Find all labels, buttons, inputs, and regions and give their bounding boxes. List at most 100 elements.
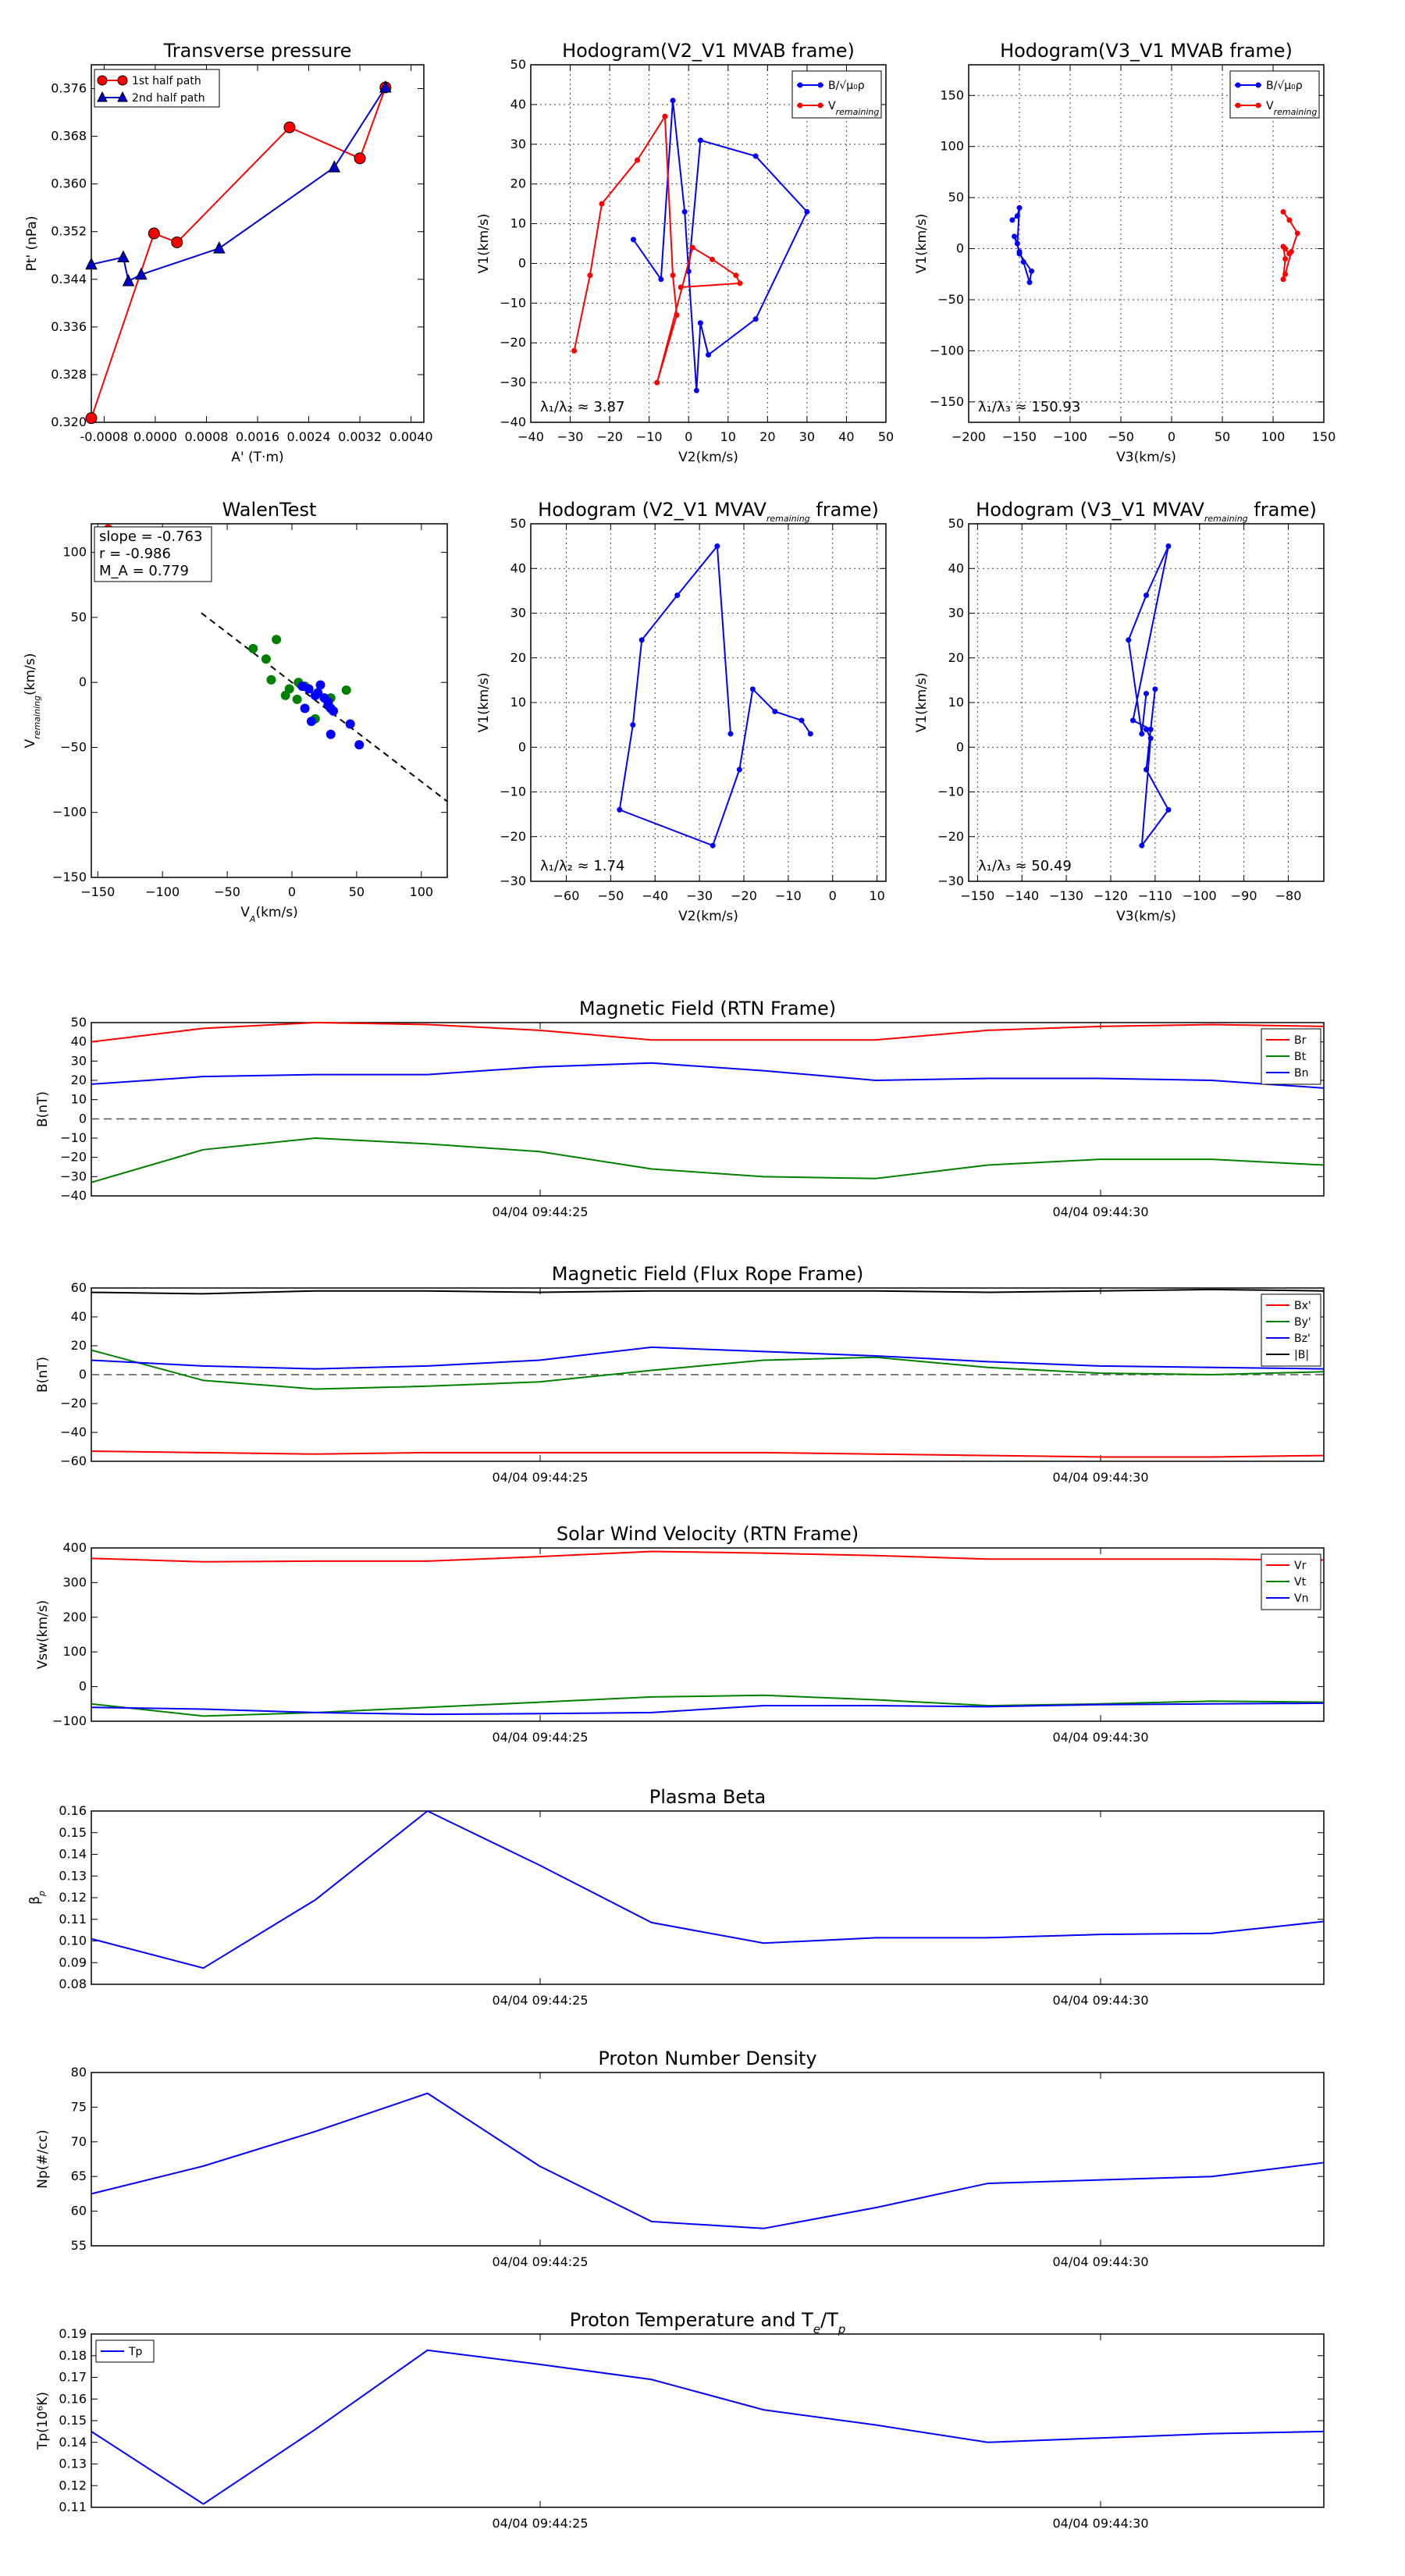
h2-v-point	[1294, 230, 1300, 237]
tp-point-1st	[85, 412, 98, 425]
h3-xtick-label: −20	[731, 888, 757, 903]
sw-legend-label: Vr	[1294, 1560, 1307, 1572]
wt-stat-r: r = -0.986	[99, 546, 171, 562]
h3-title: Hodogram (V2_V1 MVAVremaining frame)	[538, 499, 879, 524]
h3-xlabel: V2(km/s)	[678, 909, 738, 924]
sw-xtick-label: 04/04 09:44:25	[492, 1730, 588, 1745]
h1-ytick-label: −10	[500, 295, 526, 310]
h2-ytick-label: −100	[930, 343, 964, 358]
tp-legend-marker-2nd	[97, 91, 108, 102]
wt-point-blue	[345, 719, 355, 729]
sw-series-vt-line	[91, 1694, 1325, 1717]
pd-ytick-label: 60	[71, 2204, 87, 2218]
pb-ytick-label: 0.16	[59, 1803, 87, 1818]
wt-ylabel-sub: remaining	[32, 696, 42, 739]
wt-ytick-label: −100	[52, 805, 87, 820]
sw-series-vr-line	[91, 1550, 1325, 1563]
h3-ytick-label: 40	[510, 560, 526, 575]
h2-b-point	[1020, 259, 1026, 265]
h3-b-point	[617, 806, 623, 813]
pt-legend-label: Tp	[128, 2346, 143, 2358]
h2-xtick-label: −50	[1108, 429, 1134, 444]
mff-xtick-label: 04/04 09:44:30	[1052, 1470, 1148, 1485]
h3-xtick-label: −30	[686, 888, 713, 903]
h1-b-point	[752, 153, 759, 159]
mf-legend-label: Br	[1294, 1034, 1307, 1047]
h1-b-point	[670, 98, 676, 104]
mff-legend-label: Bx'	[1294, 1300, 1311, 1312]
pd-ylabel: Np(#/cc)	[35, 2129, 51, 2188]
h4-ytick-label: 50	[948, 516, 964, 531]
pd-ytick-label: 55	[71, 2238, 87, 2253]
pt-ytick-label: 0.13	[59, 2457, 87, 2471]
pd-title: Proton Number Density	[598, 2048, 816, 2069]
sw-ytick-label: 100	[62, 1644, 87, 1659]
h2-xtick-label: 0	[1168, 429, 1176, 444]
h2-panel: −200 −150 −100 −50 0 50 100 150 −150 −100 −50 0 50 10…	[914, 40, 1336, 465]
h1-ratio-label: λ₁/λ₂ ≈ 3.87	[540, 399, 624, 415]
pd-ytick-label: 65	[71, 2169, 87, 2183]
mf-ytick-label: −30	[60, 1169, 87, 1183]
h2-xtick-label: 150	[1312, 429, 1336, 444]
h1-b-point	[697, 137, 703, 144]
tp-point-1st	[171, 236, 183, 248]
sw-xtick-label: 04/04 09:44:30	[1052, 1730, 1148, 1745]
h4-title-part: frame)	[1248, 499, 1317, 521]
mf-ytick-label: 20	[71, 1073, 87, 1087]
wt-point-green	[248, 643, 258, 653]
h4-ytick-label: 40	[948, 560, 964, 575]
h3-title-sub: remaining	[767, 514, 810, 524]
h2-legend-marker-v	[1255, 102, 1261, 109]
tp-point-2nd	[135, 267, 148, 280]
tp-xtick-label: -0.0008	[80, 429, 129, 444]
h1-b-point	[630, 237, 636, 243]
h2-xtick-label: −100	[1053, 429, 1087, 444]
tp-ytick-label: 0.336	[51, 319, 87, 334]
h1-xtick-label: 20	[759, 429, 775, 444]
h3-b-point	[772, 708, 778, 714]
tp-xtick-label: 0.0016	[236, 429, 279, 444]
pt-frame	[91, 2333, 1325, 2508]
pb-ytick-label: 0.11	[59, 1912, 87, 1927]
mff-ytick-label: −40	[60, 1425, 87, 1439]
mf-series-br-line	[91, 1021, 1325, 1043]
tp-legend-box	[94, 69, 220, 108]
h1-ytick-label: 20	[510, 176, 526, 191]
h2-b-point	[1014, 240, 1020, 247]
tp-legend-marker-2nd	[117, 91, 128, 102]
h2-ratio-label: λ₁/λ₃ ≈ 150.93	[978, 399, 1080, 415]
h4-b-point	[1152, 686, 1158, 692]
h3-b-point	[749, 686, 756, 692]
wt-point-blue	[304, 684, 314, 694]
pt-xtick-label: 04/04 09:44:30	[1052, 2516, 1148, 2531]
sw-ytick-label: 300	[62, 1574, 87, 1589]
h4-b-point	[1165, 543, 1172, 550]
h3-xtick-label: −50	[597, 888, 624, 903]
h1-b-point	[697, 320, 703, 326]
wt-xtick-label: −150	[80, 884, 115, 899]
wt-ytick-label: 50	[71, 610, 87, 624]
pd-ytick-label: 75	[71, 2099, 87, 2114]
mff-xtick-label: 04/04 09:44:25	[492, 1470, 588, 1485]
h1-legend-label-v-sub: remaining	[836, 107, 880, 117]
pt-ytick-label: 0.15	[59, 2413, 87, 2428]
wt-ylabel: Vremaining(km/s)	[23, 653, 42, 749]
tp-legend-label-2nd: 2nd half path	[132, 92, 205, 105]
sw-panel: Solar Wind Velocity (RTN Frame) Vsw(km/s)…	[35, 1523, 1325, 1745]
sw-ytick-label: −100	[52, 1713, 87, 1728]
h2-legend-label-v-part: V	[1266, 100, 1274, 112]
pt-ytick-label: 0.16	[59, 2391, 87, 2406]
h1-v-point	[587, 272, 593, 279]
pd-xtick-label: 04/04 09:44:25	[492, 2254, 588, 2269]
h3-xtick-label: 10	[869, 888, 884, 903]
mff-legend-label: Bz'	[1294, 1332, 1311, 1345]
pb-ylabel: βp	[27, 1891, 47, 1905]
h1-v-point	[689, 244, 695, 251]
mf-ytick-label: 0	[79, 1111, 87, 1126]
h1-ytick-label: 40	[510, 97, 526, 112]
pb-ytick-label: 0.08	[59, 1976, 87, 1991]
h2-b-point	[1016, 205, 1023, 211]
mf-ytick-label: 40	[71, 1034, 87, 1049]
h3-ylabel: V1(km/s)	[476, 673, 492, 733]
